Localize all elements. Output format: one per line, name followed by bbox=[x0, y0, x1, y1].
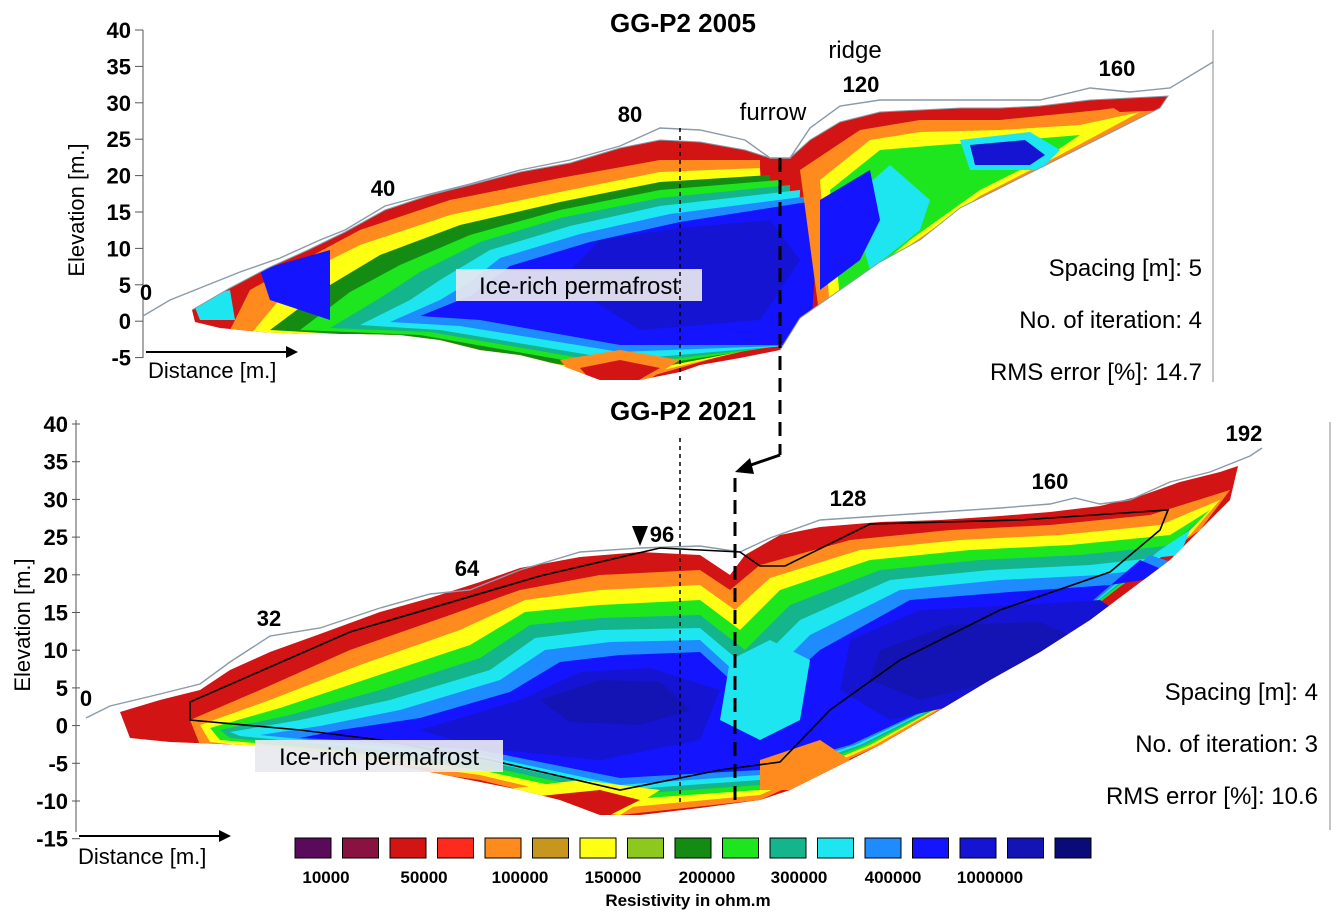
topography-2021 bbox=[85, 447, 1263, 719]
panel-2021-title: GG-P2 2021 bbox=[610, 396, 756, 426]
ridge-annotation: ridge bbox=[828, 37, 881, 64]
y-tick-label: 35 bbox=[107, 54, 131, 79]
ice-label-bg-2005 bbox=[456, 269, 702, 301]
spacing-2005: Spacing [m]: 5 bbox=[1049, 255, 1202, 282]
legend-swatch bbox=[627, 837, 664, 859]
y-tick-label: 5 bbox=[56, 676, 68, 701]
rms-2005: RMS error [%]: 14.7 bbox=[990, 359, 1202, 386]
shift-arrow-line bbox=[747, 453, 781, 468]
y-tick-label: 30 bbox=[44, 487, 68, 512]
ice-rich-label-2021: Ice-rich permafrost bbox=[279, 744, 479, 771]
legend-label-3: 150000 bbox=[585, 868, 642, 887]
legend-swatch bbox=[864, 837, 902, 859]
dist-label-192-2021: 192 bbox=[1226, 421, 1263, 446]
legend-swatch bbox=[959, 837, 997, 859]
dist-label-0-2005: 0 bbox=[140, 280, 152, 305]
legend-swatch bbox=[674, 837, 712, 859]
topography-2005 bbox=[142, 61, 1214, 317]
y-tick-label: 10 bbox=[44, 638, 68, 663]
legend-swatch bbox=[722, 837, 759, 859]
y-tick-label: 0 bbox=[119, 309, 131, 334]
legend-label-1: 50000 bbox=[400, 868, 447, 887]
y-tick-label: 40 bbox=[44, 412, 68, 437]
panel-2005-title: GG-P2 2005 bbox=[610, 8, 756, 38]
legend-label-6: 400000 bbox=[865, 868, 922, 887]
iterations-2021: No. of iteration: 3 bbox=[1135, 731, 1318, 758]
y-tick-label: 30 bbox=[107, 91, 131, 116]
y-tick-label: 20 bbox=[107, 164, 131, 189]
legend-label-0: 10000 bbox=[302, 868, 349, 887]
dist-label-32-2021: 32 bbox=[257, 606, 281, 631]
legend-swatch bbox=[437, 837, 474, 859]
legend-title: Resistivity in ohm.m bbox=[605, 891, 770, 910]
y-tick-label: 20 bbox=[44, 563, 68, 588]
y-tick-label: 5 bbox=[119, 273, 131, 298]
legend-swatch bbox=[912, 837, 949, 859]
y-ticks-2005: 40 35 30 25 20 15 10 5 0 -5 bbox=[107, 18, 143, 371]
furrow-annotation: furrow bbox=[740, 99, 807, 126]
legend-swatch bbox=[342, 837, 379, 859]
y-axis-label-2021: Elevation [m.] bbox=[10, 558, 35, 691]
resistivity-legend: 10000 50000 100000 150000 200000 300000 … bbox=[294, 837, 1092, 910]
dist-label-64-2021: 64 bbox=[455, 556, 480, 581]
y-axis-label-2005: Elevation [m.] bbox=[64, 143, 89, 276]
y-tick-label: -10 bbox=[36, 789, 68, 814]
y-tick-label: 25 bbox=[107, 127, 131, 152]
dist-label-80-2005: 80 bbox=[618, 102, 642, 127]
dist-label-128-2021: 128 bbox=[830, 486, 867, 511]
ice-label-bg-2021 bbox=[255, 740, 503, 772]
rms-2021: RMS error [%]: 10.6 bbox=[1106, 783, 1318, 810]
dist-label-160-2021: 160 bbox=[1032, 469, 1069, 494]
iterations-2005: No. of iteration: 4 bbox=[1019, 307, 1202, 334]
y-tick-label: 15 bbox=[44, 601, 68, 626]
dist-label-120-2005: 120 bbox=[843, 72, 880, 97]
dist-label-40-2005: 40 bbox=[371, 176, 395, 201]
legend-swatch bbox=[1054, 837, 1092, 859]
y-tick-label: 10 bbox=[107, 236, 131, 261]
y-tick-label: -5 bbox=[48, 751, 68, 776]
distance-label-2021: Distance [m.] bbox=[78, 844, 206, 869]
legend-label-5: 300000 bbox=[771, 868, 828, 887]
y-tick-label: 35 bbox=[44, 450, 68, 475]
y-tick-label: 25 bbox=[44, 525, 68, 550]
shift-arrow-head bbox=[735, 458, 754, 474]
y-tick-label: 15 bbox=[107, 200, 131, 225]
y-ticks-2021: 40 35 30 25 20 15 10 5 0 -5 -10 -15 bbox=[36, 412, 80, 852]
resistivity-section-2021 bbox=[120, 466, 1238, 815]
dist-label-160-2005: 160 bbox=[1099, 56, 1136, 81]
y-tick-label: 0 bbox=[56, 714, 68, 739]
legend-swatches bbox=[294, 837, 1092, 859]
legend-swatch bbox=[579, 837, 617, 859]
arrow-head-2005 bbox=[286, 346, 298, 358]
legend-swatch bbox=[532, 837, 569, 859]
legend-swatch bbox=[389, 837, 427, 859]
legend-swatch bbox=[294, 837, 332, 859]
legend-swatch bbox=[769, 837, 807, 859]
legend-label-7: 1000000 bbox=[957, 868, 1023, 887]
distance-label-2005: Distance [m.] bbox=[148, 358, 276, 383]
dist-label-0-2021: 0 bbox=[80, 686, 92, 711]
legend-swatch bbox=[484, 837, 522, 859]
dist-label-96-2021: 96 bbox=[650, 522, 674, 547]
spacing-2021: Spacing [m]: 4 bbox=[1165, 679, 1318, 706]
arrow-head-2021 bbox=[219, 830, 231, 842]
legend-swatch bbox=[1007, 837, 1044, 859]
ice-rich-label-2005: Ice-rich permafrost bbox=[479, 273, 679, 300]
legend-label-4: 200000 bbox=[679, 868, 736, 887]
position-marker-triangle bbox=[632, 526, 648, 546]
y-tick-label: -15 bbox=[36, 827, 68, 852]
legend-swatch bbox=[817, 837, 854, 859]
section-outline-2005 bbox=[191, 95, 1169, 351]
legend-label-2: 100000 bbox=[492, 868, 549, 887]
y-tick-label: -5 bbox=[111, 346, 131, 371]
y-tick-label: 40 bbox=[107, 18, 131, 43]
